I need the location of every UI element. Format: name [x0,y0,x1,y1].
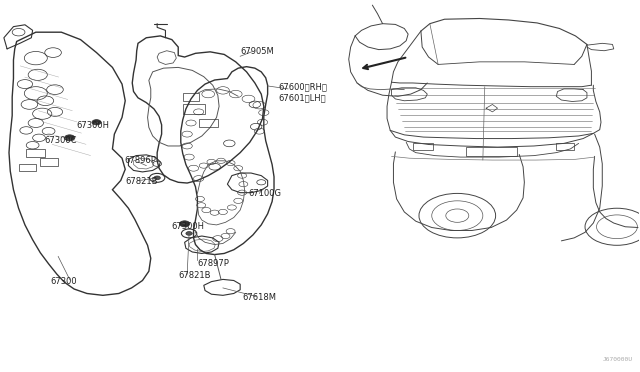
Text: 67100G: 67100G [248,189,282,198]
Text: 67905M: 67905M [240,47,274,56]
Text: 67821B: 67821B [125,177,157,186]
Text: 67300H: 67300H [76,122,109,131]
Circle shape [179,221,189,227]
Text: 67896P: 67896P [124,156,156,165]
Bar [19,164,36,171]
Text: 67300: 67300 [51,277,77,286]
Bar [26,149,45,157]
Text: 67618M: 67618M [242,294,276,302]
Text: 67300C: 67300C [44,135,77,145]
Text: 67601〈LH〉: 67601〈LH〉 [278,93,326,102]
Bar [198,119,218,127]
Text: 67821B: 67821B [178,271,211,280]
Text: 67600〈RH〉: 67600〈RH〉 [278,82,328,91]
Bar [182,93,198,101]
Bar [413,143,433,150]
Bar [556,143,574,150]
Circle shape [65,135,75,141]
Circle shape [186,232,192,235]
Text: 67897P: 67897P [197,259,229,267]
Bar [182,105,205,114]
Text: 67300H: 67300H [172,221,205,231]
Text: J670000U: J670000U [603,357,633,362]
Circle shape [154,176,161,180]
Bar [466,147,516,156]
Circle shape [92,120,101,125]
Bar [40,158,58,166]
